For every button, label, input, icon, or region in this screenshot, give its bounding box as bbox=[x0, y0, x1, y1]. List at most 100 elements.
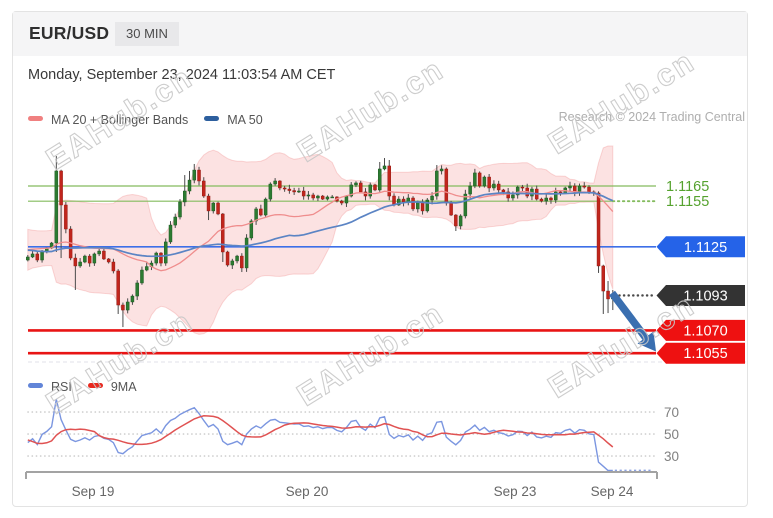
candle-body bbox=[273, 180, 277, 185]
quote-datetime: Monday, September 23, 2024 11:03:54 AM C… bbox=[28, 67, 336, 83]
axis-label-sep-20: Sep 20 bbox=[286, 484, 329, 499]
candle-body bbox=[164, 241, 168, 264]
candle-body bbox=[458, 215, 463, 227]
candle-body bbox=[297, 190, 301, 193]
candle-body bbox=[135, 282, 139, 297]
candle-body bbox=[306, 194, 311, 197]
candle-body bbox=[97, 250, 101, 255]
candle-body bbox=[487, 176, 491, 189]
candle-body bbox=[140, 269, 144, 284]
rsi-grid-label-30: 30 bbox=[664, 449, 679, 464]
candle-body bbox=[330, 196, 334, 199]
candle-body bbox=[425, 199, 430, 212]
candle-body bbox=[111, 261, 116, 272]
candle-body bbox=[373, 184, 377, 191]
candle-body bbox=[192, 169, 196, 181]
candle-body bbox=[539, 198, 544, 202]
candle-body bbox=[183, 190, 187, 203]
candle-body bbox=[387, 165, 391, 197]
candle-body bbox=[240, 255, 244, 269]
title-bar: EUR/USD 30 MIN bbox=[13, 12, 747, 56]
candle-body bbox=[401, 198, 406, 203]
support-11070-badge bbox=[656, 319, 745, 341]
candle-body bbox=[544, 197, 548, 202]
candle-body bbox=[235, 255, 239, 262]
ma50-line bbox=[27, 191, 614, 258]
candle-body bbox=[259, 208, 263, 216]
candle-body bbox=[268, 183, 273, 200]
candle-body bbox=[368, 184, 372, 197]
candle-body bbox=[378, 168, 382, 191]
price-label-11155: 1.1155 bbox=[666, 194, 709, 210]
candle-body bbox=[354, 182, 358, 186]
candle-body bbox=[144, 266, 149, 271]
bollinger-band-area bbox=[27, 145, 614, 335]
ma20-bollinger-label: MA 20 + Bollinger Bands bbox=[51, 112, 189, 127]
candle-body bbox=[506, 191, 510, 199]
candle-body bbox=[492, 183, 496, 189]
candle-body bbox=[411, 197, 415, 210]
last-price-badge-label: 1.1093 bbox=[683, 288, 727, 304]
research-credit: Research © 2024 Trading Central bbox=[558, 110, 745, 124]
candle-body bbox=[73, 257, 78, 267]
candle-body bbox=[173, 216, 177, 226]
candle-body bbox=[416, 201, 420, 210]
candle-body bbox=[282, 187, 287, 190]
candle-body bbox=[87, 255, 92, 264]
timeframe-badge[interactable]: 30 MIN bbox=[115, 22, 179, 46]
candle-body bbox=[349, 184, 353, 197]
candle-body bbox=[301, 190, 306, 197]
candle-body bbox=[121, 304, 125, 311]
candle-body bbox=[168, 224, 173, 243]
candle-body bbox=[577, 185, 582, 193]
candle-body bbox=[59, 170, 63, 206]
candle-body bbox=[125, 301, 130, 311]
candle-body bbox=[515, 186, 520, 196]
main-legend: MA 20 + Bollinger Bands MA 50 bbox=[28, 111, 279, 127]
candle-body bbox=[596, 192, 601, 267]
support-11055-badge-label: 1.1055 bbox=[683, 346, 727, 362]
candle-body bbox=[102, 250, 106, 260]
ma20-bollinger-swatch-icon bbox=[28, 116, 43, 122]
rsi-label: RSI bbox=[51, 379, 72, 394]
candle-body bbox=[511, 194, 515, 199]
symbol-title: EUR/USD bbox=[29, 23, 110, 43]
candle-body bbox=[359, 182, 363, 193]
price-label-11165: 1.1165 bbox=[666, 179, 709, 195]
candle-body bbox=[344, 195, 349, 204]
candle-body bbox=[439, 168, 444, 172]
candle-body bbox=[254, 208, 258, 222]
candle-body bbox=[92, 253, 97, 264]
candle-body bbox=[211, 202, 216, 212]
candle-body bbox=[463, 193, 468, 217]
candle-body bbox=[230, 260, 235, 266]
candle-body bbox=[549, 197, 553, 201]
forecast-arrow-shaft bbox=[609, 290, 650, 342]
candle-body bbox=[473, 172, 477, 187]
candle-body bbox=[454, 214, 458, 227]
rsi-line bbox=[27, 399, 613, 472]
axis-label-sep-23: Sep 23 bbox=[494, 484, 537, 499]
candle-body bbox=[482, 176, 487, 187]
candle-body bbox=[40, 250, 44, 261]
support-11070-badge-label: 1.1070 bbox=[683, 323, 727, 339]
candle-body bbox=[116, 270, 120, 306]
rsi-9ma-label: 9MA bbox=[110, 379, 137, 394]
candle-body bbox=[292, 190, 296, 193]
candle-body bbox=[26, 256, 30, 261]
candle-body bbox=[587, 186, 591, 193]
candle-body bbox=[287, 188, 292, 191]
candle-body bbox=[278, 180, 282, 189]
candle-body bbox=[225, 251, 230, 266]
candle-body bbox=[311, 194, 315, 199]
candle-body bbox=[444, 168, 449, 204]
candle-body bbox=[54, 170, 59, 244]
candle-body bbox=[430, 195, 434, 201]
candle-body bbox=[601, 265, 606, 292]
last-price-badge bbox=[656, 284, 745, 306]
candle-body bbox=[520, 186, 525, 189]
candle-body bbox=[449, 202, 453, 216]
candle-body bbox=[78, 261, 82, 267]
